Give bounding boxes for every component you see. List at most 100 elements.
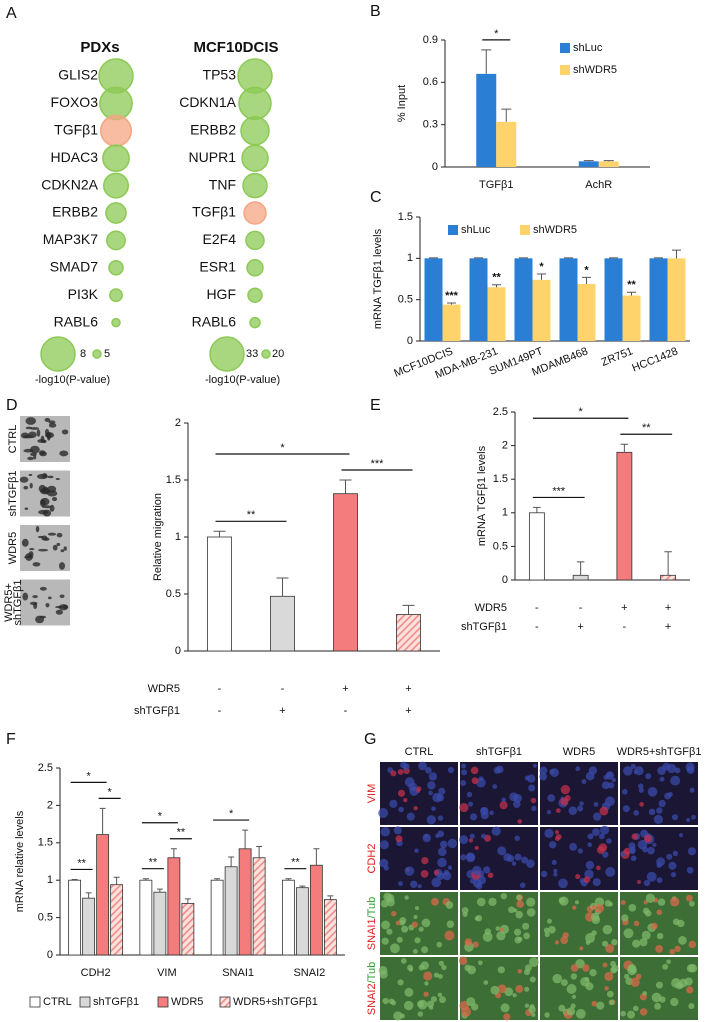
nucleus <box>412 948 418 954</box>
bar <box>622 295 641 341</box>
error-bar <box>583 160 594 162</box>
error-bar <box>327 895 334 900</box>
cell-cluster <box>19 476 29 483</box>
nucleus <box>634 766 644 776</box>
error-bar <box>402 604 415 615</box>
nucleus <box>404 895 409 900</box>
bar <box>649 258 668 341</box>
nucleus <box>407 964 414 971</box>
nucleus <box>553 872 558 877</box>
nucleus <box>662 762 671 771</box>
nucleus <box>439 840 448 849</box>
bar <box>270 595 295 652</box>
nucleus <box>642 907 650 915</box>
nucleus <box>684 977 693 986</box>
nucleus <box>606 990 614 998</box>
cell-cluster <box>42 509 52 517</box>
nucleus <box>404 987 414 997</box>
condition-value: + <box>405 705 411 717</box>
y-axis-label: mRNA TGFβ1 levels <box>476 445 488 546</box>
nucleus <box>378 807 389 818</box>
bubble <box>249 316 261 329</box>
group-title: PDXs <box>80 39 119 56</box>
x-tick-label: CDH2 <box>81 967 111 979</box>
nucleus <box>551 859 557 865</box>
nucleus <box>642 991 647 996</box>
nucleus <box>544 931 550 938</box>
nucleus <box>548 841 557 849</box>
significance-label: ** <box>291 857 300 869</box>
nucleus <box>621 788 628 795</box>
bar <box>139 879 153 956</box>
nucleus <box>437 872 445 880</box>
nucleus <box>592 828 600 836</box>
bar <box>396 614 421 652</box>
nucleus <box>568 806 578 815</box>
nucleus <box>411 921 418 928</box>
condition-value: - <box>623 621 627 633</box>
micrograph <box>540 827 618 890</box>
nucleus <box>398 806 404 813</box>
nucleus <box>437 992 443 998</box>
bubble <box>103 172 129 199</box>
nucleus <box>515 910 524 919</box>
bar <box>469 258 488 341</box>
bar <box>295 887 309 956</box>
nucleus <box>540 870 548 878</box>
bar <box>181 902 195 956</box>
bar <box>96 834 110 956</box>
error-bar <box>672 249 681 259</box>
nucleus <box>443 869 450 876</box>
nucleus <box>685 894 693 902</box>
panel-letter: F <box>6 731 16 748</box>
nucleus <box>554 940 560 945</box>
nucleus <box>393 1011 403 1021</box>
nucleus <box>629 848 636 855</box>
gene-label: PI3K <box>68 286 99 302</box>
error-bar <box>113 876 120 885</box>
bar <box>514 258 533 341</box>
nucleus <box>679 833 684 838</box>
nucleus <box>670 775 681 786</box>
bubble <box>246 259 264 277</box>
nucleus <box>530 797 537 804</box>
image-label: WDR5+shTGFβ1 <box>3 579 24 625</box>
nucleus <box>468 801 474 807</box>
nucleus <box>654 1002 662 1010</box>
nucleus <box>584 977 590 982</box>
significance-label: *** <box>371 458 385 470</box>
nucleus <box>569 843 578 851</box>
nucleus <box>424 981 429 986</box>
nucleus <box>459 835 469 845</box>
nucleus <box>669 897 680 907</box>
nucleus <box>391 911 397 917</box>
y-tick-label: 0 <box>175 645 181 657</box>
y-tick-label: 2.5 <box>493 406 508 418</box>
nucleus <box>633 809 640 816</box>
bar <box>309 864 323 956</box>
nucleus <box>655 981 663 989</box>
nucleus <box>624 973 630 979</box>
row-label-part: /Tub <box>366 897 378 919</box>
nucleus <box>469 833 475 839</box>
bubble <box>111 317 121 328</box>
nucleus <box>627 965 637 976</box>
nucleus <box>546 918 553 924</box>
nucleus <box>566 1007 576 1016</box>
group-title: MCF10DCIS <box>193 39 278 56</box>
nucleus <box>688 1003 695 1010</box>
nucleus <box>560 784 571 795</box>
nucleus <box>529 957 539 967</box>
nucleus <box>437 830 445 838</box>
nucleus <box>483 980 489 985</box>
cell-cluster <box>43 537 50 541</box>
nucleus <box>606 838 612 844</box>
gene-label: GLIS2 <box>58 67 98 83</box>
condition-value: - <box>535 621 539 633</box>
nucleus <box>607 782 615 789</box>
condition-value: - <box>218 683 222 695</box>
nucleus <box>657 898 666 906</box>
bar <box>487 287 506 341</box>
nucleus <box>504 987 514 997</box>
row-label-part: SNAI1 <box>366 918 378 950</box>
